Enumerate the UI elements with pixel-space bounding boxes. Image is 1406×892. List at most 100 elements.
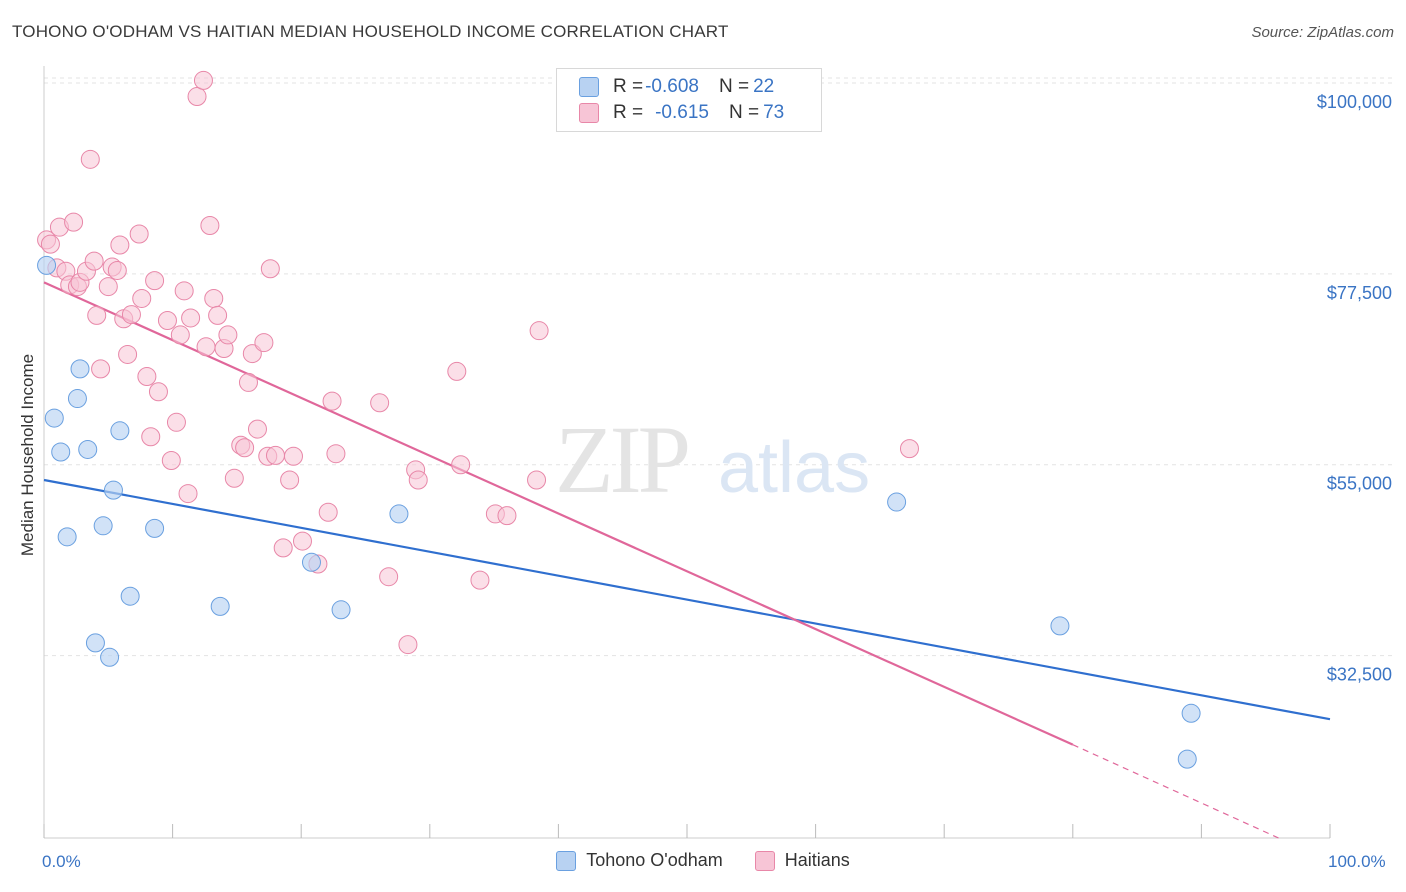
data-point-tohono	[70, 359, 90, 379]
data-point-haitian	[238, 372, 258, 392]
x-tick-label-min: 0.0%	[42, 852, 81, 871]
series-legend-tohono: Tohono O'odham	[556, 850, 723, 871]
data-point-tohono	[78, 439, 98, 459]
data-point-tohono	[1177, 749, 1197, 769]
y-tick-label: $32,500	[1327, 665, 1392, 685]
trend-line-tohono	[43, 478, 1331, 721]
data-point-tohono	[93, 516, 113, 536]
data-point-tohono	[887, 492, 907, 512]
y-tick-label: $55,000	[1327, 474, 1392, 494]
legend-r-label: R =	[613, 76, 644, 97]
data-point-tohono	[389, 504, 409, 524]
data-point-tohono	[103, 480, 123, 500]
data-point-haitian	[129, 224, 149, 244]
trend-line-haitian-extrapolated	[1072, 744, 1279, 839]
chart-title: TOHONO O'ODHAM VS HAITIAN MEDIAN HOUSEHO…	[12, 22, 729, 41]
data-point-haitian	[193, 70, 213, 90]
data-point-tohono	[1050, 616, 1070, 636]
legend-n-value-haitian: 73	[763, 102, 785, 123]
data-points	[37, 70, 1201, 769]
data-point-haitian	[200, 215, 220, 235]
data-point-haitian	[121, 305, 141, 325]
data-point-haitian	[379, 567, 399, 587]
data-point-tohono	[57, 527, 77, 547]
data-point-haitian	[145, 271, 165, 291]
data-point-haitian	[273, 538, 293, 558]
x-tick-label-max: 100.0%	[1328, 852, 1386, 871]
data-point-haitian	[899, 439, 919, 459]
data-point-tohono	[331, 600, 351, 620]
data-point-haitian	[98, 277, 118, 297]
data-point-haitian	[265, 445, 285, 465]
data-point-haitian	[84, 251, 104, 271]
data-point-haitian	[242, 344, 262, 364]
y-tick-labels: $32,500 $55,000 $77,500 $100,000	[1317, 92, 1392, 685]
data-point-haitian	[137, 366, 157, 386]
data-point-haitian	[254, 333, 274, 353]
data-point-tohono	[51, 442, 71, 462]
legend-n-label: N =	[728, 102, 760, 123]
data-point-haitian	[527, 470, 547, 490]
watermark: ZIP atlas	[555, 406, 870, 513]
data-point-haitian	[497, 506, 517, 526]
legend-r-value-tohono: -0.608	[645, 76, 699, 97]
data-point-haitian	[260, 259, 280, 279]
data-point-tohono	[145, 518, 165, 538]
correlation-legend: R = -0.608 N = 22 R = -0.615 N = 73	[556, 68, 822, 132]
data-point-tohono	[1181, 703, 1201, 723]
data-point-haitian	[157, 311, 177, 331]
data-point-haitian	[178, 484, 198, 504]
data-point-tohono	[120, 586, 140, 606]
data-point-haitian	[87, 305, 107, 325]
trend-line-haitian	[43, 281, 1074, 746]
series-legend-haitian: Haitians	[754, 850, 850, 871]
data-point-tohono	[67, 389, 87, 409]
y-tick-label: $100,000	[1317, 92, 1392, 112]
data-point-haitian	[80, 149, 100, 169]
data-point-haitian	[292, 531, 312, 551]
data-point-haitian	[141, 427, 161, 447]
data-point-haitian	[447, 361, 467, 381]
data-point-tohono	[210, 596, 230, 616]
axes	[43, 66, 1331, 839]
data-point-tohono	[37, 255, 57, 275]
legend-n-value-tohono: 22	[753, 76, 775, 97]
data-point-haitian	[107, 260, 127, 280]
series-legend-swatch-haitian	[754, 850, 775, 871]
data-point-tohono	[44, 408, 64, 428]
series-legend-label-haitian: Haitians	[784, 850, 850, 870]
legend-row-tohono: R = -0.608 N = 22	[579, 75, 774, 99]
data-point-haitian	[132, 288, 152, 308]
series-legend-label-tohono: Tohono O'odham	[586, 850, 723, 870]
data-point-haitian	[166, 412, 186, 432]
watermark-atlas: atlas	[718, 428, 870, 508]
legend-swatch-tohono	[579, 77, 599, 97]
data-point-haitian	[318, 502, 338, 522]
data-point-haitian	[224, 468, 244, 488]
legend-swatch-haitian	[579, 103, 599, 123]
data-point-haitian	[408, 470, 428, 490]
data-point-haitian	[322, 391, 342, 411]
data-point-haitian	[91, 359, 111, 379]
data-point-haitian	[187, 87, 207, 107]
data-point-haitian	[110, 235, 130, 255]
data-point-haitian	[161, 450, 181, 470]
data-point-haitian	[370, 393, 390, 413]
series-legend-swatch-tohono	[556, 850, 577, 871]
data-point-haitian	[196, 337, 216, 357]
data-point-haitian	[529, 321, 549, 341]
data-point-tohono	[110, 421, 130, 441]
chart-source: Source: ZipAtlas.com	[1251, 24, 1394, 41]
data-point-haitian	[280, 470, 300, 490]
data-point-haitian	[64, 212, 84, 232]
legend-r-label: R =	[613, 102, 644, 123]
data-point-haitian	[204, 288, 224, 308]
data-point-haitian	[170, 325, 190, 345]
legend-n-label: N =	[718, 76, 750, 97]
legend-r-value-haitian: -0.615	[655, 102, 709, 123]
data-point-tohono	[85, 633, 105, 653]
trend-lines	[43, 281, 1331, 839]
legend-row-haitian: R = -0.615 N = 73	[579, 101, 784, 125]
data-point-tohono	[100, 647, 120, 667]
